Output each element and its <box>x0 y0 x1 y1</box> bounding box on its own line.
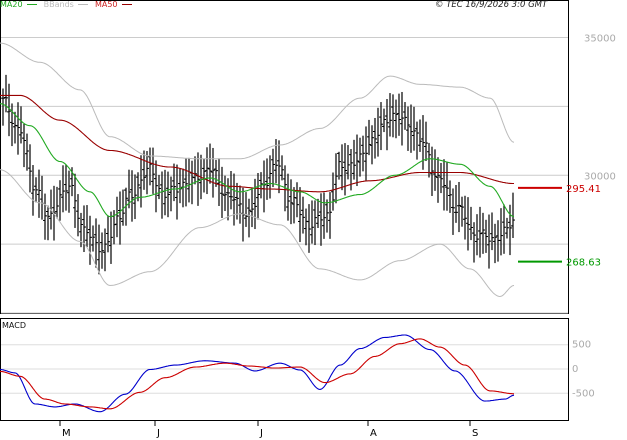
macd-signal-line <box>0 338 514 410</box>
legend-ma50: MA50 <box>95 0 134 9</box>
price-tick-label: 35000 <box>584 34 616 45</box>
ma50-line <box>0 94 514 193</box>
legend: MA20 BBands MA50 <box>0 0 136 9</box>
x-axis-tick-label: J <box>156 428 160 439</box>
legend-ma20-label: MA20 <box>0 0 23 9</box>
legend-ma50-label: MA50 <box>94 0 118 9</box>
x-axis-tick-label: S <box>472 428 478 439</box>
price-marker-label: 268.63 <box>566 258 601 269</box>
macd-tick-label: -500 <box>572 388 595 399</box>
legend-bbands-label: BBands <box>43 0 74 9</box>
bband-lower-line <box>0 169 515 298</box>
macd-title: MACD <box>2 321 26 330</box>
legend-ma20: MA20 <box>0 0 42 9</box>
legend-bbands-swatch <box>78 4 89 5</box>
x-axis-tick-label: M <box>62 428 71 439</box>
macd-tick-label: 500 <box>572 340 591 351</box>
x-axis-tick-label: J <box>259 428 263 439</box>
legend-ma50-swatch <box>122 4 133 5</box>
macd-tick-label: 0 <box>572 364 578 375</box>
price-panel-frame <box>0 0 569 314</box>
legend-ma20-swatch <box>27 4 38 5</box>
price-tick-label: 30000 <box>584 171 616 182</box>
copyright-text: © TEC 16/9/2026 3:0 GMT <box>435 0 548 10</box>
ma20-line <box>0 103 515 218</box>
legend-bbands: BBands <box>44 0 93 9</box>
bband-upper-line <box>0 42 515 160</box>
x-axis-tick-label: A <box>370 428 377 439</box>
price-marker-label: 295.41 <box>566 184 601 195</box>
